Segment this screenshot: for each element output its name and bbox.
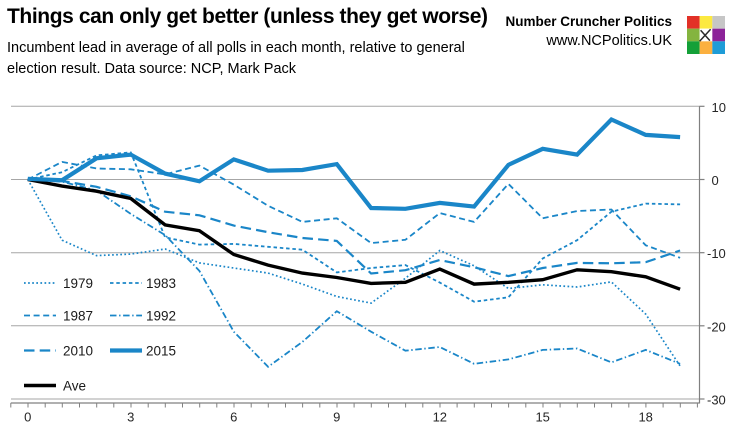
svg-text:18: 18 <box>638 410 652 425</box>
svg-text:Ave: Ave <box>63 379 86 394</box>
svg-text:10: 10 <box>712 100 726 115</box>
svg-text:-30: -30 <box>707 393 726 408</box>
svg-text:2015: 2015 <box>146 344 176 359</box>
svg-text:-20: -20 <box>707 319 726 334</box>
svg-text:9: 9 <box>333 410 340 425</box>
svg-text:12: 12 <box>433 410 447 425</box>
svg-text:1987: 1987 <box>63 309 93 324</box>
svg-text:3: 3 <box>127 410 134 425</box>
svg-text:15: 15 <box>535 410 549 425</box>
svg-text:6: 6 <box>230 410 237 425</box>
svg-text:-10: -10 <box>707 246 726 261</box>
svg-text:0: 0 <box>712 173 719 188</box>
svg-text:0: 0 <box>24 410 31 425</box>
svg-text:1983: 1983 <box>146 276 176 291</box>
svg-text:1992: 1992 <box>146 309 176 324</box>
svg-text:2010: 2010 <box>63 344 93 359</box>
svg-text:1979: 1979 <box>63 276 93 291</box>
